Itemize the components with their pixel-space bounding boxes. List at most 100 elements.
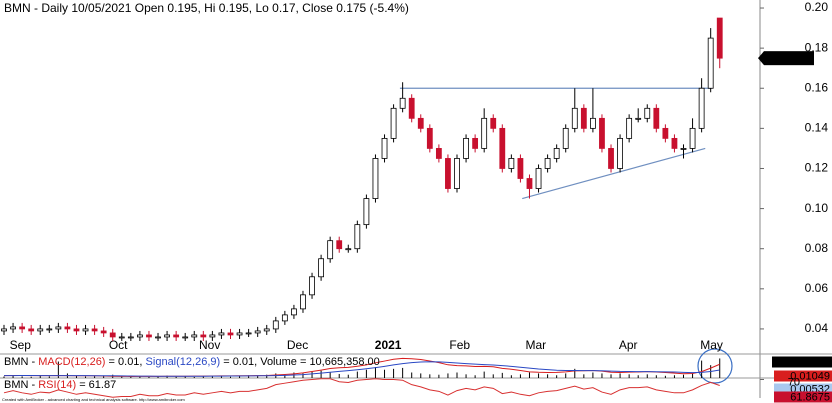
candle-body	[73, 328, 80, 332]
panel-title: BMN - RSI(14) = 61.87	[4, 379, 116, 391]
candle-body	[236, 332, 243, 336]
candle-body	[590, 117, 596, 129]
candle-body	[155, 336, 161, 339]
candle-body	[46, 328, 53, 331]
rsi-line	[3, 378, 720, 398]
candle-body	[435, 148, 442, 159]
title-segment: BMN -	[4, 356, 38, 368]
candle-body	[309, 276, 315, 296]
candle-body	[100, 330, 107, 334]
x-tick-label: May	[700, 338, 723, 352]
last-price-pointer	[758, 51, 764, 66]
volume-label-box	[772, 356, 832, 368]
candle-body	[626, 117, 633, 139]
candle-body	[544, 158, 551, 169]
x-tick-label: Oct	[109, 338, 128, 352]
title-segment: = 0.01,	[105, 356, 145, 368]
y-tick-label: 0.14	[805, 121, 829, 135]
signal-label-box	[774, 383, 832, 395]
candle-body	[553, 148, 560, 159]
candle-body	[490, 117, 497, 129]
candle-body	[426, 127, 433, 149]
candle-body	[218, 332, 225, 336]
candle-body	[526, 178, 533, 189]
trendline	[522, 147, 706, 200]
candle-body	[200, 334, 207, 338]
candle-body	[173, 334, 180, 338]
candle-body	[381, 137, 388, 159]
x-tick-label: 2021	[375, 338, 402, 352]
macd-line	[4, 361, 720, 377]
rsi-label: 61.8675	[790, 391, 830, 403]
candle-body	[28, 328, 35, 332]
last-price-label: 0.175	[780, 51, 810, 65]
macd-label: 0.01049	[790, 370, 830, 382]
candle-body	[191, 334, 198, 338]
x-tick-label: Nov	[199, 338, 220, 352]
candle-body	[64, 326, 71, 330]
candle-body	[136, 334, 143, 338]
title-segment: Signal(12,26,9)	[146, 356, 221, 368]
y-tick-label: 0.18	[805, 40, 829, 54]
volume-label: 10,665,3	[787, 356, 830, 368]
candle-body	[698, 87, 705, 129]
y-tick-label: 0.16	[805, 80, 829, 94]
candle-body	[336, 240, 343, 250]
candle-body	[508, 158, 515, 169]
candle-body	[372, 158, 379, 199]
title-segment: = 0.01, Volume = 10,665,358.00	[220, 356, 380, 368]
candle-body	[354, 224, 361, 250]
candle-body	[109, 332, 116, 338]
candle-body	[300, 294, 306, 310]
candle-body	[707, 37, 714, 89]
candle-body	[19, 326, 26, 330]
candle-body	[535, 168, 542, 189]
candle-body	[10, 326, 16, 330]
candle-body	[716, 17, 723, 59]
candle-body	[417, 117, 424, 129]
x-tick-label: Sep	[10, 338, 32, 352]
x-tick-label: Dec	[287, 338, 308, 352]
candle-body	[617, 137, 623, 169]
panel-title: BMN - MACD(12,26) = 0.01, Signal(12,26,9…	[4, 356, 380, 368]
candle-body	[164, 334, 170, 338]
y-tick-label: 0.06	[805, 281, 829, 295]
candle-body	[291, 308, 297, 316]
candle-body	[463, 137, 469, 159]
chart-title: BMN - Daily 10/05/2021 Open 0.195, Hi 0.…	[4, 1, 409, 15]
candle-body	[653, 107, 660, 129]
candle-body	[390, 107, 397, 139]
candle-body	[182, 336, 189, 339]
title-segment: = 61.87	[76, 379, 116, 391]
candle-body	[37, 328, 44, 332]
candle-body	[608, 148, 614, 169]
last-price-box	[764, 51, 814, 66]
candle-body	[272, 320, 279, 330]
candle-body	[127, 336, 134, 339]
candle-body	[327, 240, 334, 260]
y-tick-label: 0.20	[805, 0, 829, 14]
candle-body	[454, 158, 460, 189]
y-tick-label: 70	[788, 376, 800, 388]
candle-body	[445, 158, 451, 189]
candle-body	[118, 336, 125, 339]
candle-body	[689, 127, 696, 149]
candle-body	[562, 127, 569, 149]
y-tick-label: 0.04	[805, 321, 829, 335]
candle-body	[472, 137, 479, 149]
candle-body	[55, 326, 62, 330]
candle-body	[580, 107, 587, 129]
y-tick-label: 0.08	[805, 241, 829, 255]
x-tick-label: Mar	[525, 338, 546, 352]
rsi-label-box	[774, 391, 832, 403]
candle-body	[227, 332, 234, 336]
x-tick-label: Feb	[449, 338, 470, 352]
candle-body	[680, 148, 687, 150]
candle-body	[671, 137, 678, 149]
candle-body	[499, 127, 506, 169]
macd-label-box	[774, 370, 832, 382]
candle-body	[245, 332, 252, 335]
highlight-circle	[697, 348, 733, 384]
candle-body	[599, 117, 605, 149]
